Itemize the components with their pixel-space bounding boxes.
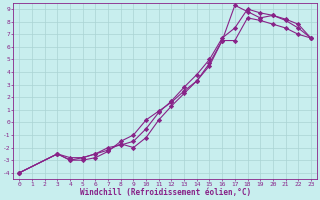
X-axis label: Windchill (Refroidissement éolien,°C): Windchill (Refroidissement éolien,°C) <box>80 188 251 197</box>
